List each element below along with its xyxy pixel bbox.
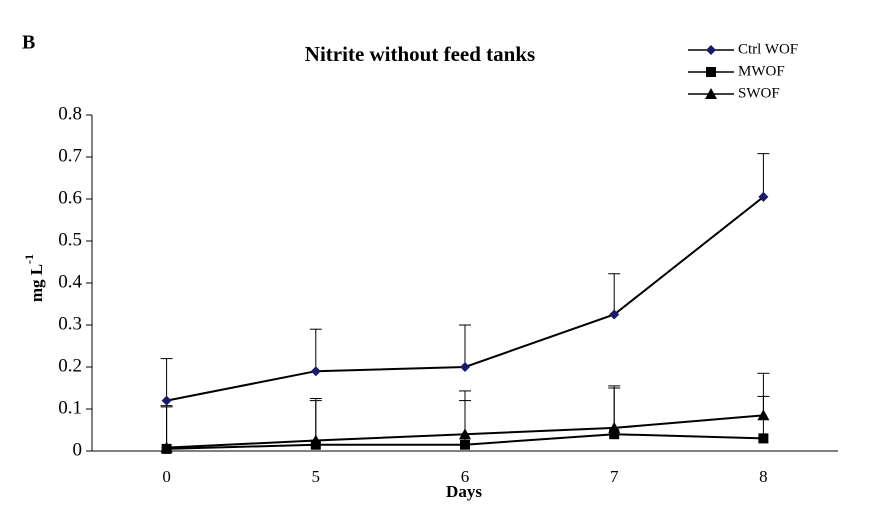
marker — [160, 441, 173, 453]
legend-label: SWOF — [738, 85, 780, 101]
legend-label: Ctrl WOF — [738, 41, 798, 57]
panel-label: B — [22, 32, 35, 54]
y-tick-label: 0.6 — [58, 187, 82, 208]
marker — [705, 88, 717, 99]
y-tick-label: 0.4 — [58, 271, 82, 292]
y-tick-label: 0.8 — [58, 103, 82, 124]
marker — [758, 433, 769, 444]
x-tick-label: 8 — [759, 467, 768, 486]
marker — [459, 428, 471, 440]
marker — [161, 395, 172, 406]
y-tick-label: 0 — [73, 439, 83, 460]
chart-title: Nitrite without feed tanks — [305, 42, 535, 66]
x-tick-label: 6 — [461, 467, 470, 486]
y-tick-label: 0.1 — [58, 397, 82, 418]
y-axis-label-superscript: -1 — [22, 254, 36, 264]
y-tick-label: 0.7 — [58, 145, 82, 166]
marker — [460, 362, 470, 372]
marker — [757, 409, 770, 421]
legend-label: MWOF — [738, 63, 785, 79]
marker — [758, 191, 769, 202]
x-tick-label: 0 — [162, 467, 171, 486]
marker — [706, 67, 716, 77]
y-axis-label: mg L — [27, 264, 46, 302]
marker — [309, 434, 322, 446]
y-tick-label: 0.3 — [58, 313, 82, 334]
x-tick-label: 5 — [312, 467, 321, 486]
marker — [460, 439, 470, 450]
marker — [706, 45, 716, 55]
marker — [310, 366, 321, 377]
marker — [608, 421, 621, 433]
marker — [609, 309, 620, 320]
x-tick-label: 7 — [610, 467, 619, 486]
y-axis-label-group: mg L -1 — [22, 254, 46, 302]
y-tick-label: 0.5 — [58, 229, 82, 250]
y-tick-label: 0.2 — [58, 355, 82, 376]
x-axis-label: Days — [446, 482, 482, 501]
marker — [609, 429, 620, 440]
